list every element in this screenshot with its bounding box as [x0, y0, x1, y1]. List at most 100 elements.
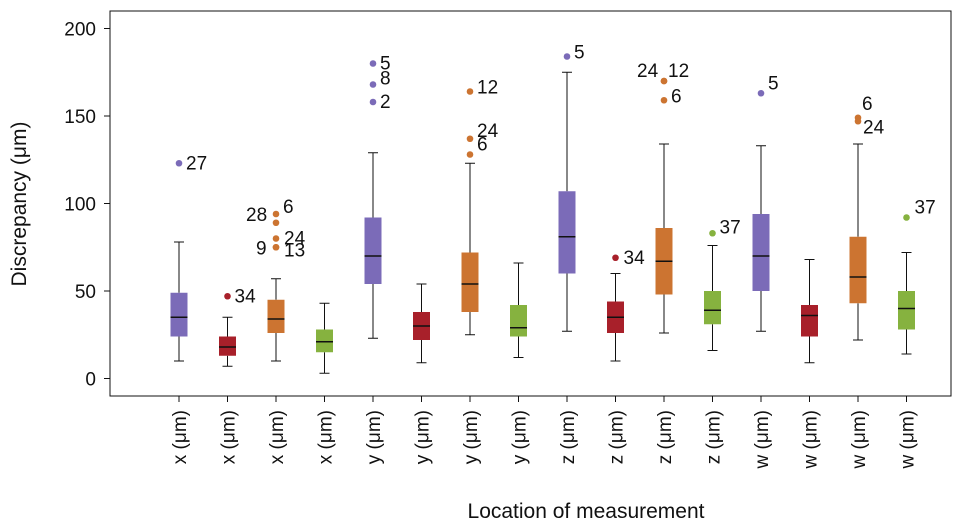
y-tick-label: 0 — [85, 370, 96, 391]
box-1 — [170, 159, 188, 362]
outlier-label: 6 — [283, 197, 294, 218]
box-iqr — [898, 291, 915, 330]
x-category-label: y (μm) — [510, 410, 531, 464]
box-6 — [413, 283, 430, 364]
outlier-point — [369, 60, 377, 67]
box-13 — [752, 89, 770, 332]
y-tick-label: 50 — [75, 282, 96, 303]
box-iqr — [461, 252, 479, 312]
outlier-label: 6 — [862, 94, 873, 115]
outlier-label: 5 — [574, 43, 585, 64]
box-11 — [655, 77, 673, 334]
outlier-label: 6 — [477, 135, 488, 156]
box-iqr — [801, 305, 818, 337]
box-iqr — [219, 336, 236, 356]
outlier-point — [272, 243, 280, 251]
y-tick-label: 200 — [64, 20, 96, 41]
outlier-label: 37 — [720, 217, 741, 238]
box-iqr — [510, 305, 527, 337]
outlier-point — [854, 117, 862, 125]
outlier-point — [612, 254, 619, 262]
outlier-label: 34 — [235, 286, 257, 307]
outlier-label: 27 — [186, 153, 207, 174]
box-9 — [558, 53, 576, 332]
outlier-point — [224, 292, 231, 300]
box-5 — [364, 60, 382, 339]
box-iqr — [364, 217, 382, 284]
outlier-label: 9 — [256, 238, 267, 259]
outlier-label: 28 — [246, 205, 267, 226]
box-12 — [704, 229, 721, 351]
outlier-label: 24 — [637, 61, 659, 82]
box-15 — [849, 114, 867, 341]
x-category-label: z (μm) — [558, 410, 579, 464]
x-axis-labels: x (μm) x (μm) x (μm) x (μm) y (μm) y (μm) y (μ… — [170, 396, 919, 469]
box-iqr — [558, 191, 576, 274]
x-category-label: y (μm) — [461, 410, 482, 464]
outlier-point — [563, 53, 571, 60]
outlier-label: 2 — [380, 92, 391, 113]
outlier-label: 37 — [915, 198, 936, 219]
outlier-point — [903, 214, 910, 221]
box-iqr — [704, 291, 721, 325]
box-7 — [461, 88, 479, 336]
x-category-label: x (μm) — [170, 410, 191, 464]
outlier-point — [175, 159, 183, 167]
outlier-point — [709, 229, 716, 237]
x-category-label: z (μm) — [655, 410, 676, 464]
box-8 — [510, 262, 527, 358]
outlier-label: 8 — [380, 69, 391, 90]
box-iqr — [267, 299, 285, 333]
x-category-label: z (μm) — [704, 410, 725, 464]
outlier-point — [369, 98, 377, 106]
outlier-point — [660, 77, 668, 85]
box-iqr — [170, 292, 188, 337]
x-category-label: y (μm) — [413, 410, 434, 464]
outlier-label: 5 — [768, 73, 779, 94]
outlier-label: 24 — [284, 229, 306, 250]
y-tick-label: 100 — [64, 195, 96, 216]
x-category-label: w (μm) — [801, 410, 822, 469]
outlier-point — [660, 96, 668, 104]
x-category-label: x (μm) — [267, 410, 288, 464]
outlier-label: 24 — [863, 117, 885, 138]
outlier-label: 24 — [477, 121, 499, 142]
outlier-point — [466, 151, 474, 158]
outlier-point — [466, 88, 474, 95]
x-category-label: z (μm) — [607, 410, 628, 464]
box-iqr — [849, 236, 867, 304]
box-3 — [267, 210, 285, 362]
outlier-label: 12 — [668, 61, 689, 82]
plot-frame — [109, 10, 952, 397]
x-category-label: w (μm) — [849, 410, 870, 469]
outlier-label: 5 — [380, 54, 391, 75]
outlier-label: 34 — [624, 248, 646, 269]
box-4 — [316, 302, 333, 374]
box-iqr — [316, 329, 333, 353]
y-axis-title: Discrepancy (μm) — [8, 122, 31, 287]
x-axis-title: Location of measurement — [468, 500, 705, 522]
x-category-label: w (μm) — [898, 410, 919, 469]
outlier-point — [369, 81, 377, 88]
outlier-point — [272, 235, 280, 242]
box-14 — [801, 259, 818, 364]
outlier-label: 6 — [671, 86, 682, 107]
outlier-label: 12 — [477, 78, 498, 99]
box-10 — [607, 254, 624, 362]
y-axis: 0 50 100 150 200 — [64, 20, 110, 391]
x-category-label: w (μm) — [752, 410, 773, 469]
x-category-label: x (μm) — [219, 410, 240, 464]
box-iqr — [752, 214, 770, 291]
y-tick-label: 150 — [64, 107, 96, 128]
outlier-point — [757, 89, 765, 97]
outlier-point — [272, 210, 280, 218]
box-16 — [898, 214, 915, 355]
outlier-point — [272, 219, 280, 227]
x-category-label: y (μm) — [364, 410, 385, 464]
outlier-label: 13 — [284, 240, 305, 261]
outlier-point — [466, 135, 474, 143]
x-category-label: x (μm) — [316, 410, 337, 464]
